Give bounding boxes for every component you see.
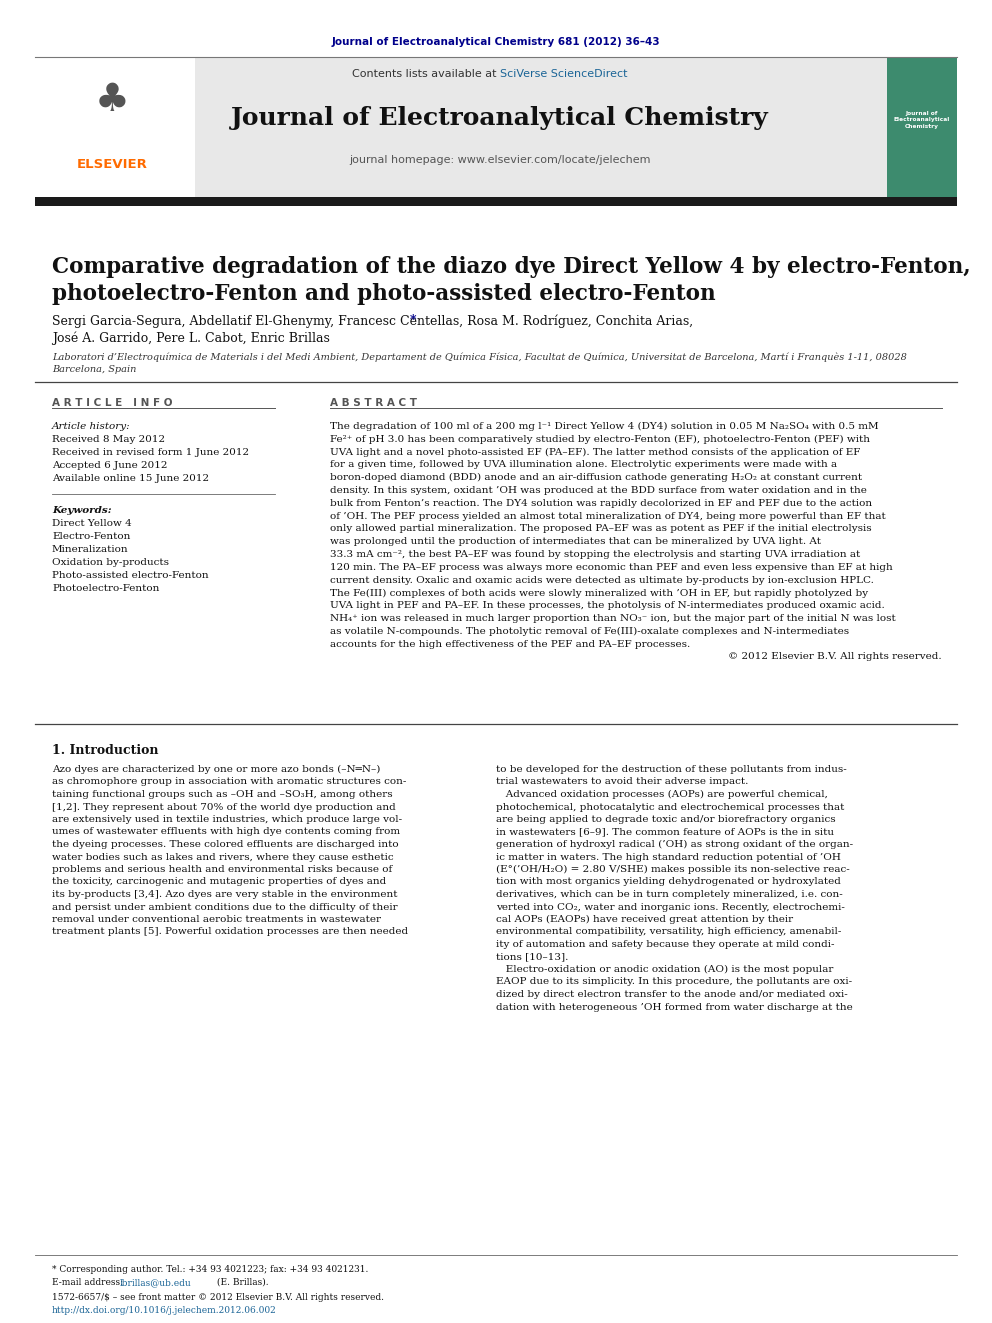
Text: current density. Oxalic and oxamic acids were detected as ultimate by-products b: current density. Oxalic and oxamic acids… xyxy=(330,576,874,585)
Text: taining functional groups such as –OH and –SO₃H, among others: taining functional groups such as –OH an… xyxy=(52,790,393,799)
Text: journal homepage: www.elsevier.com/locate/jelechem: journal homepage: www.elsevier.com/locat… xyxy=(349,155,651,165)
Text: Journal of Electroanalytical Chemistry 681 (2012) 36–43: Journal of Electroanalytical Chemistry 6… xyxy=(331,37,661,48)
Text: (E. Brillas).: (E. Brillas). xyxy=(214,1278,269,1287)
Text: tions [10–13].: tions [10–13]. xyxy=(496,953,568,962)
Text: 1. Introduction: 1. Introduction xyxy=(52,744,159,757)
Text: Received 8 May 2012: Received 8 May 2012 xyxy=(52,435,165,445)
Bar xyxy=(35,197,957,206)
Text: generation of hydroxyl radical (’OH) as strong oxidant of the organ-: generation of hydroxyl radical (’OH) as … xyxy=(496,840,853,849)
Text: Electro-oxidation or anodic oxidation (AO) is the most popular: Electro-oxidation or anodic oxidation (A… xyxy=(496,964,833,974)
Text: as volatile N-compounds. The photolytic removal of Fe(III)-oxalate complexes and: as volatile N-compounds. The photolytic … xyxy=(330,627,849,636)
Text: are being applied to degrade toxic and/or biorefractory organics: are being applied to degrade toxic and/o… xyxy=(496,815,835,824)
Text: lbrillas@ub.edu: lbrillas@ub.edu xyxy=(120,1278,191,1287)
Text: trial wastewaters to avoid their adverse impact.: trial wastewaters to avoid their adverse… xyxy=(496,778,748,786)
Text: umes of wastewater effluents with high dye contents coming from: umes of wastewater effluents with high d… xyxy=(52,827,400,836)
Text: NH₄⁺ ion was released in much larger proportion than NO₃⁻ ion, but the major par: NH₄⁺ ion was released in much larger pro… xyxy=(330,614,896,623)
Text: Oxidation by-products: Oxidation by-products xyxy=(52,558,169,568)
Bar xyxy=(35,57,957,197)
Text: Direct Yellow 4: Direct Yellow 4 xyxy=(52,519,132,528)
Text: accounts for the high effectiveness of the PEF and PA–EF processes.: accounts for the high effectiveness of t… xyxy=(330,639,690,648)
Text: Journal of Electroanalytical Chemistry: Journal of Electroanalytical Chemistry xyxy=(231,106,769,130)
Text: was prolonged until the production of intermediates that can be mineralized by U: was prolonged until the production of in… xyxy=(330,537,821,546)
Text: A R T I C L E   I N F O: A R T I C L E I N F O xyxy=(52,398,173,407)
Text: problems and serious health and environmental risks because of: problems and serious health and environm… xyxy=(52,865,392,875)
Text: Electro-Fenton: Electro-Fenton xyxy=(52,532,130,541)
Text: Article history:: Article history: xyxy=(52,422,131,431)
Text: derivatives, which can be in turn completely mineralized, i.e. con-: derivatives, which can be in turn comple… xyxy=(496,890,843,900)
Text: Advanced oxidation processes (AOPs) are powerful chemical,: Advanced oxidation processes (AOPs) are … xyxy=(496,790,828,799)
Text: Mineralization: Mineralization xyxy=(52,545,129,554)
Text: of ’OH. The PEF process yielded an almost total mineralization of DY4, being mor: of ’OH. The PEF process yielded an almos… xyxy=(330,512,886,520)
Text: Accepted 6 June 2012: Accepted 6 June 2012 xyxy=(52,460,168,470)
Text: to be developed for the destruction of these pollutants from indus-: to be developed for the destruction of t… xyxy=(496,765,847,774)
Text: Keywords:: Keywords: xyxy=(52,505,112,515)
Text: EAOP due to its simplicity. In this procedure, the pollutants are oxi-: EAOP due to its simplicity. In this proc… xyxy=(496,978,852,987)
Text: Comparative degradation of the diazo dye Direct Yellow 4 by electro-Fenton,
phot: Comparative degradation of the diazo dye… xyxy=(52,255,971,306)
Text: for a given time, followed by UVA illumination alone. Electrolytic experiments w: for a given time, followed by UVA illumi… xyxy=(330,460,837,470)
Text: http://dx.doi.org/10.1016/j.jelechem.2012.06.002: http://dx.doi.org/10.1016/j.jelechem.201… xyxy=(52,1306,277,1315)
Text: E-mail address:: E-mail address: xyxy=(52,1278,126,1287)
Text: boron-doped diamond (BDD) anode and an air-diffusion cathode generating H₂O₂ at : boron-doped diamond (BDD) anode and an a… xyxy=(330,474,862,483)
Text: Received in revised form 1 June 2012: Received in revised form 1 June 2012 xyxy=(52,448,249,456)
Text: 120 min. The PA–EF process was always more economic than PEF and even less expen: 120 min. The PA–EF process was always mo… xyxy=(330,562,893,572)
Text: the toxicity, carcinogenic and mutagenic properties of dyes and: the toxicity, carcinogenic and mutagenic… xyxy=(52,877,386,886)
Text: water bodies such as lakes and rivers, where they cause esthetic: water bodies such as lakes and rivers, w… xyxy=(52,852,394,861)
Text: density. In this system, oxidant ’OH was produced at the BDD surface from water : density. In this system, oxidant ’OH was… xyxy=(330,486,867,495)
Bar xyxy=(887,57,957,197)
Text: Sergi Garcia-Segura, Abdellatif El-Ghenymy, Francesc Centellas, Rosa M. Rodrígue: Sergi Garcia-Segura, Abdellatif El-Gheny… xyxy=(52,314,693,345)
Text: tion with most organics yielding dehydrogenated or hydroxylated: tion with most organics yielding dehydro… xyxy=(496,877,841,886)
Text: 1572-6657/$ – see front matter © 2012 Elsevier B.V. All rights reserved.: 1572-6657/$ – see front matter © 2012 El… xyxy=(52,1293,384,1302)
Text: UVA light and a novel photo-assisted EF (PA–EF). The latter method consists of t: UVA light and a novel photo-assisted EF … xyxy=(330,447,860,456)
Text: and persist under ambient conditions due to the difficulty of their: and persist under ambient conditions due… xyxy=(52,902,398,912)
Text: Available online 15 June 2012: Available online 15 June 2012 xyxy=(52,474,209,483)
Text: treatment plants [5]. Powerful oxidation processes are then needed: treatment plants [5]. Powerful oxidation… xyxy=(52,927,408,937)
Text: UVA light in PEF and PA–EF. In these processes, the photolysis of N-intermediate: UVA light in PEF and PA–EF. In these pro… xyxy=(330,601,885,610)
Text: are extensively used in textile industries, which produce large vol-: are extensively used in textile industri… xyxy=(52,815,402,824)
Text: ic matter in waters. The high standard reduction potential of ’OH: ic matter in waters. The high standard r… xyxy=(496,852,841,861)
Text: environmental compatibility, versatility, high efficiency, amenabil-: environmental compatibility, versatility… xyxy=(496,927,841,937)
Text: SciVerse ScienceDirect: SciVerse ScienceDirect xyxy=(500,69,628,79)
Text: Photo-assisted electro-Fenton: Photo-assisted electro-Fenton xyxy=(52,572,208,579)
Text: (E°(’OH/H₂O) = 2.80 V/SHE) makes possible its non-selective reac-: (E°(’OH/H₂O) = 2.80 V/SHE) makes possibl… xyxy=(496,865,850,875)
Text: ELSEVIER: ELSEVIER xyxy=(76,159,148,172)
Text: in wastewaters [6–9]. The common feature of AOPs is the in situ: in wastewaters [6–9]. The common feature… xyxy=(496,827,834,836)
Text: The degradation of 100 ml of a 200 mg l⁻¹ Direct Yellow 4 (DY4) solution in 0.05: The degradation of 100 ml of a 200 mg l⁻… xyxy=(330,422,879,431)
Bar xyxy=(35,57,195,197)
Text: verted into CO₂, water and inorganic ions. Recently, electrochemi-: verted into CO₂, water and inorganic ion… xyxy=(496,902,845,912)
Text: only allowed partial mineralization. The proposed PA–EF was as potent as PEF if : only allowed partial mineralization. The… xyxy=(330,524,872,533)
Text: bulk from Fenton’s reaction. The DY4 solution was rapidly decolorized in EF and : bulk from Fenton’s reaction. The DY4 sol… xyxy=(330,499,872,508)
Text: the dyeing processes. These colored effluents are discharged into: the dyeing processes. These colored effl… xyxy=(52,840,399,849)
Text: Laboratori d’Electroquímica de Materials i del Medi Ambient, Departament de Quím: Laboratori d’Electroquímica de Materials… xyxy=(52,353,907,374)
Text: ♣: ♣ xyxy=(94,81,129,119)
Text: photochemical, photocatalytic and electrochemical processes that: photochemical, photocatalytic and electr… xyxy=(496,803,844,811)
Text: dized by direct electron transfer to the anode and/or mediated oxi-: dized by direct electron transfer to the… xyxy=(496,990,848,999)
Text: A B S T R A C T: A B S T R A C T xyxy=(330,398,417,407)
Text: Fe²⁺ of pH 3.0 has been comparatively studied by electro-Fenton (EF), photoelect: Fe²⁺ of pH 3.0 has been comparatively st… xyxy=(330,435,870,445)
Text: as chromophore group in association with aromatic structures con-: as chromophore group in association with… xyxy=(52,778,407,786)
Text: dation with heterogeneous ’OH formed from water discharge at the: dation with heterogeneous ’OH formed fro… xyxy=(496,1003,853,1012)
Text: Contents lists available at: Contents lists available at xyxy=(352,69,500,79)
Text: * Corresponding author. Tel.: +34 93 4021223; fax: +34 93 4021231.: * Corresponding author. Tel.: +34 93 402… xyxy=(52,1265,368,1274)
Text: removal under conventional aerobic treatments in wastewater: removal under conventional aerobic treat… xyxy=(52,916,381,923)
Text: Journal of
Electroanalytical
Chemistry: Journal of Electroanalytical Chemistry xyxy=(894,111,950,130)
Text: cal AOPs (EAOPs) have received great attention by their: cal AOPs (EAOPs) have received great att… xyxy=(496,916,794,925)
Text: © 2012 Elsevier B.V. All rights reserved.: © 2012 Elsevier B.V. All rights reserved… xyxy=(728,652,942,662)
Text: 33.3 mA cm⁻², the best PA–EF was found by stopping the electrolysis and starting: 33.3 mA cm⁻², the best PA–EF was found b… xyxy=(330,550,860,560)
Text: The Fe(III) complexes of both acids were slowly mineralized with ’OH in EF, but : The Fe(III) complexes of both acids were… xyxy=(330,589,868,598)
Text: [1,2]. They represent about 70% of the world dye production and: [1,2]. They represent about 70% of the w… xyxy=(52,803,396,811)
Text: its by-products [3,4]. Azo dyes are very stable in the environment: its by-products [3,4]. Azo dyes are very… xyxy=(52,890,398,900)
Text: *: * xyxy=(410,314,417,327)
Text: ity of automation and safety because they operate at mild condi-: ity of automation and safety because the… xyxy=(496,941,834,949)
Text: Azo dyes are characterized by one or more azo bonds (–N═N–): Azo dyes are characterized by one or mor… xyxy=(52,765,380,774)
Text: Photoelectro-Fenton: Photoelectro-Fenton xyxy=(52,583,160,593)
